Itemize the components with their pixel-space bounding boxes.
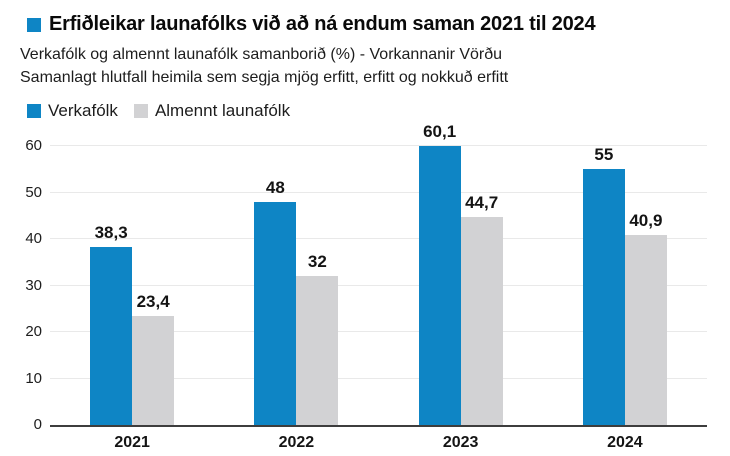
chart-subtitle-line2: Samanlagt hlutfall heimila sem segja mjö… bbox=[20, 69, 509, 86]
y-tick-label: 30 bbox=[25, 276, 42, 294]
legend-item-verkafolk: Verkafólk bbox=[27, 101, 118, 121]
x-tick-label: 2021 bbox=[114, 434, 150, 451]
bar-value-label: 60,1 bbox=[423, 121, 457, 141]
chart-title: Erfiðleikar launafólks við að ná endum s… bbox=[49, 13, 596, 35]
x-tick-label: 2023 bbox=[442, 434, 479, 451]
x-tick-label: 2024 bbox=[607, 434, 643, 451]
bar-value-label: 48 bbox=[265, 177, 285, 197]
x-tick-label: 2022 bbox=[278, 434, 315, 451]
legend-item-almennt: Almennt launafólk bbox=[133, 101, 291, 121]
gridline bbox=[50, 377, 707, 379]
bar-value-label: 40,9 bbox=[629, 210, 663, 230]
bar-almennt-2023 bbox=[460, 217, 503, 425]
bar-value-label: 44,7 bbox=[465, 193, 499, 213]
bar-value-label: 32 bbox=[307, 252, 327, 272]
chart-subtitle-line1: Verkafólk og almennt launafólk samanbori… bbox=[20, 46, 503, 63]
legend-label-verkafolk: Verkafólk bbox=[48, 101, 118, 120]
bar-value-label: 23,4 bbox=[136, 292, 170, 312]
plot-area: 38,3 23,4 48 32 60,1 44,7 55 40,9 bbox=[50, 122, 707, 427]
bar-verkafolk-2021 bbox=[90, 246, 133, 425]
bar-chart: 38,3 23,4 48 32 60,1 44,7 55 40,9 0 10 20 30 40 50 60… bbox=[0, 122, 730, 456]
legend-swatch-verkafolk-icon bbox=[27, 104, 41, 118]
legend: Verkafólk Almennt launafólk bbox=[27, 101, 290, 121]
y-tick-label: 20 bbox=[25, 323, 42, 340]
bar-almennt-2024 bbox=[624, 234, 667, 425]
bar-almennt-2022 bbox=[296, 276, 339, 425]
title-bullet-icon bbox=[27, 18, 41, 32]
bar-almennt-2021 bbox=[132, 316, 175, 425]
y-tick-label: 50 bbox=[25, 183, 42, 201]
gridline bbox=[50, 331, 707, 332]
bar-value-label: 55 bbox=[594, 145, 614, 165]
bar-verkafolk-2023 bbox=[418, 145, 461, 425]
bar-value-label: 38,3 bbox=[94, 222, 128, 242]
gridline bbox=[50, 284, 707, 286]
gridline bbox=[50, 238, 707, 239]
y-tick-label: 0 bbox=[33, 416, 42, 433]
chart-header: Erfiðleikar launafólks við að ná endum s… bbox=[27, 13, 596, 36]
y-tick-label: 60 bbox=[25, 137, 42, 154]
gridline bbox=[50, 145, 707, 146]
bar-verkafolk-2024 bbox=[582, 169, 625, 425]
y-tick-label: 40 bbox=[25, 230, 42, 247]
y-tick-label: 10 bbox=[25, 369, 42, 387]
legend-label-almennt: Almennt launafólk bbox=[154, 101, 291, 120]
bar-verkafolk-2022 bbox=[254, 201, 297, 425]
gridline bbox=[50, 191, 707, 193]
legend-swatch-almennt-icon bbox=[133, 104, 148, 118]
